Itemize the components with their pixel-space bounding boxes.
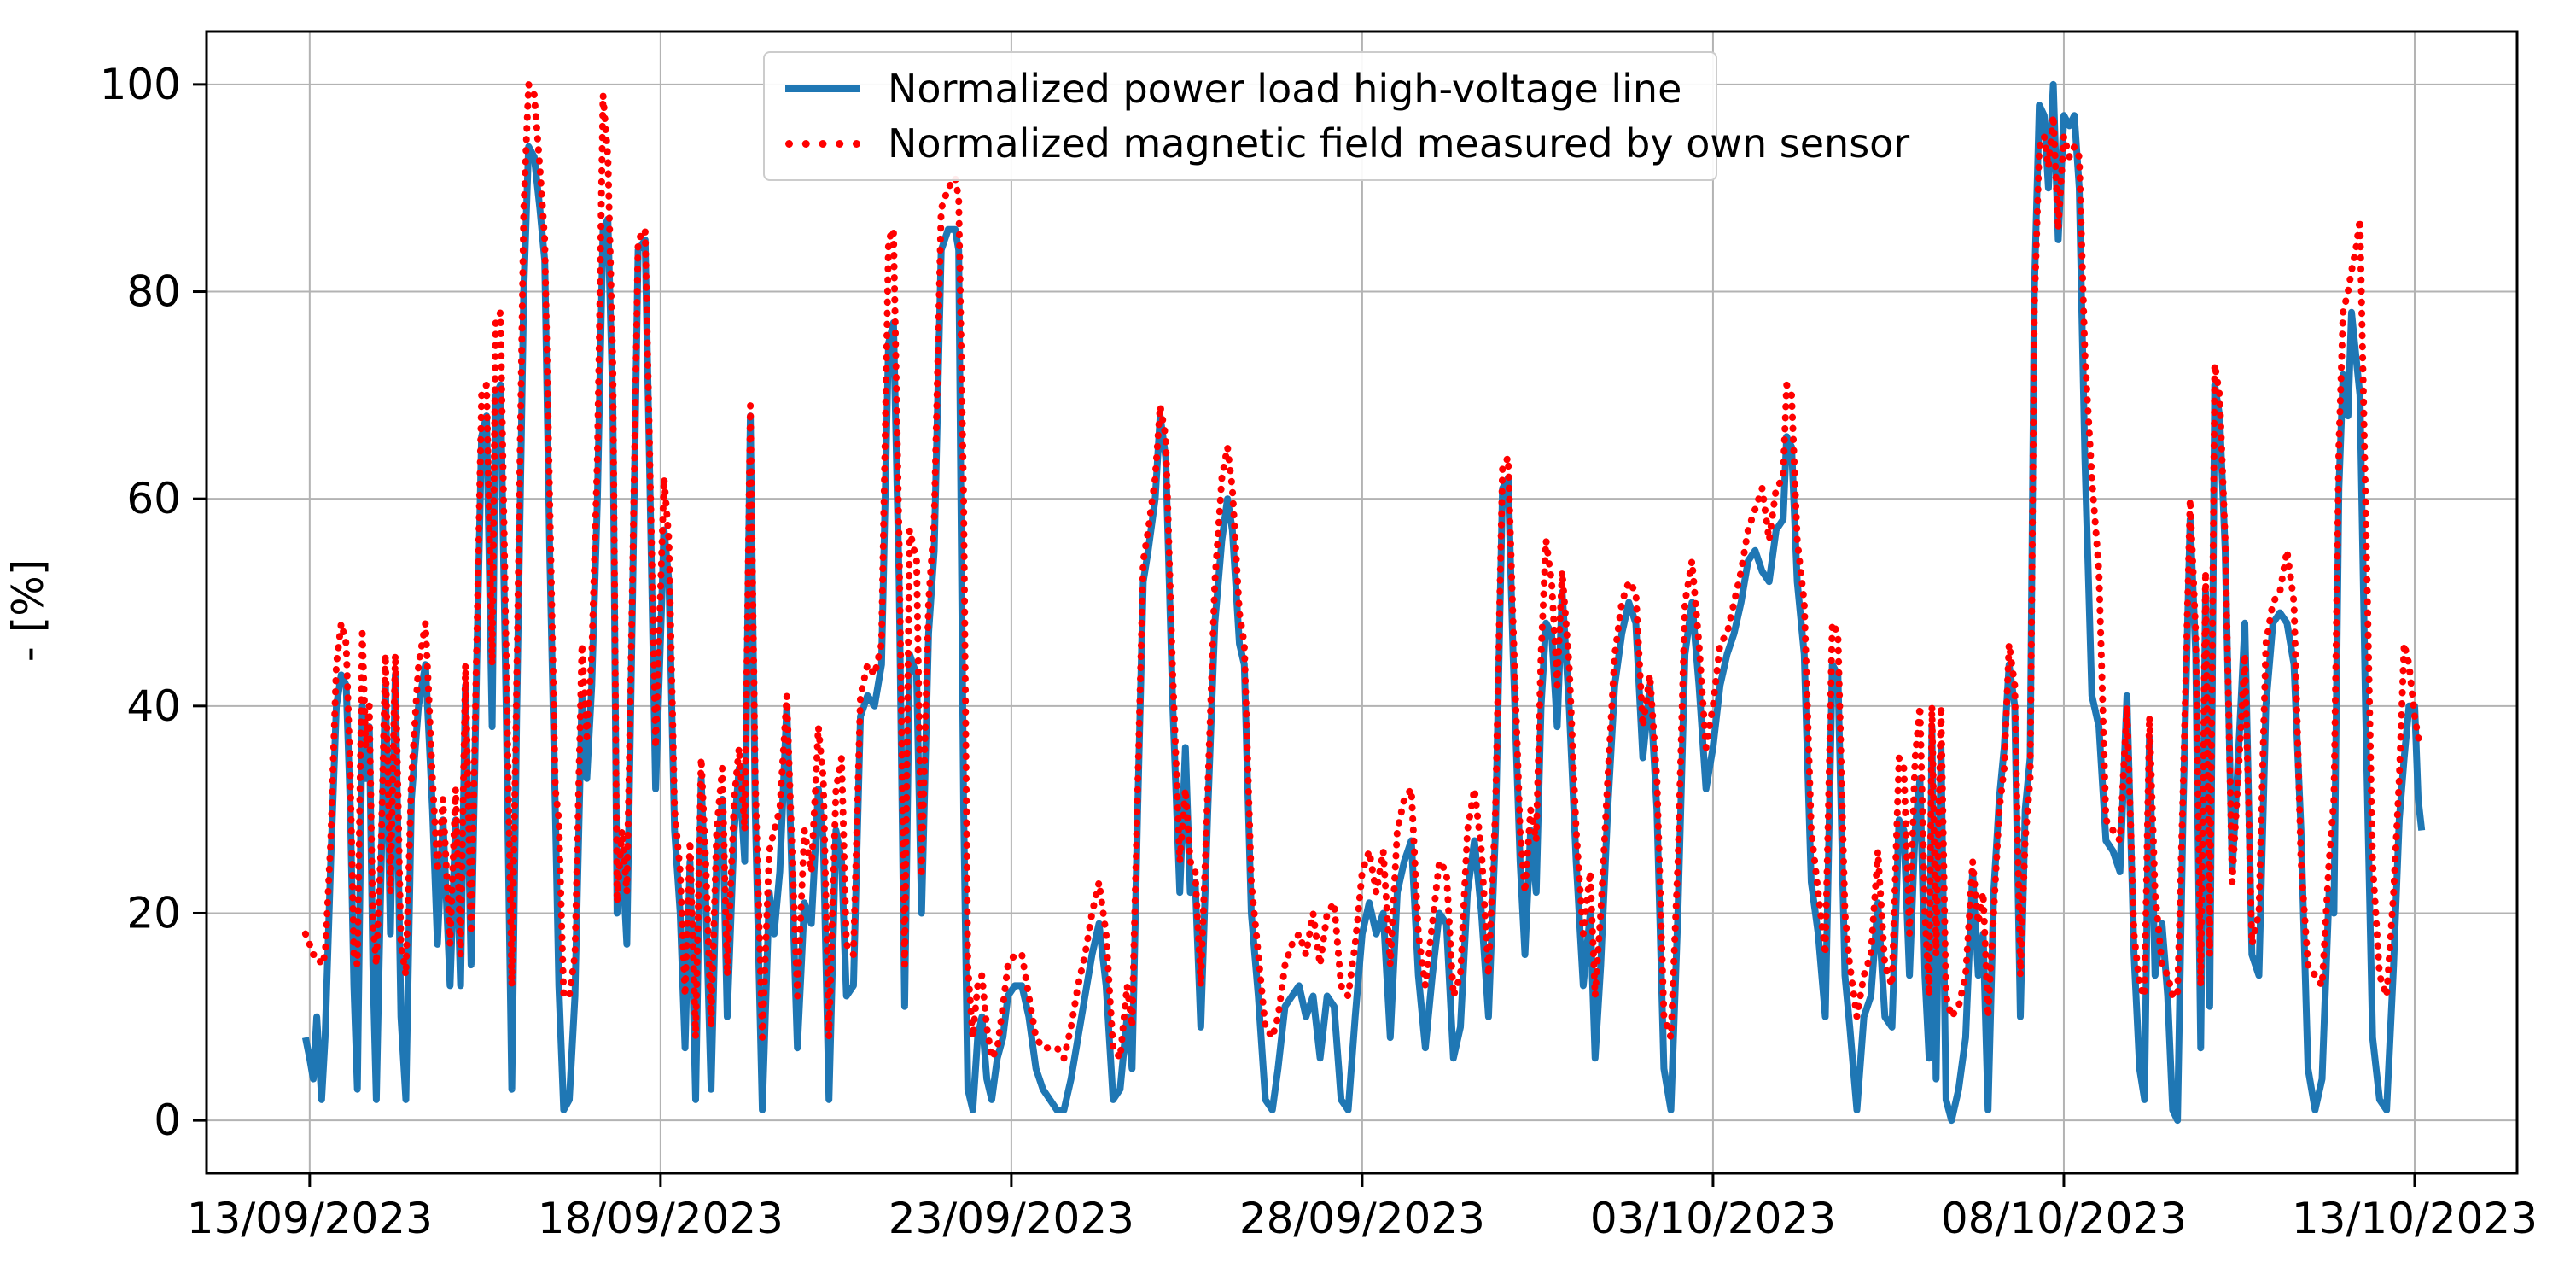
legend-label-magnetic-field: Normalized magnetic field measured by ow…	[888, 120, 1910, 167]
legend-label-power-load: Normalized power load high-voltage line	[888, 66, 1682, 112]
x-tick-label: 03/10/2023	[1590, 1194, 1836, 1243]
y-tick-label: 0	[154, 1096, 181, 1145]
x-tick-label: 13/10/2023	[2292, 1194, 2538, 1243]
dotted-line-swatch-icon	[785, 139, 860, 148]
x-tick-label: 28/09/2023	[1239, 1194, 1485, 1243]
y-tick-label: 100	[100, 60, 181, 109]
solid-line-swatch-icon	[785, 85, 860, 92]
x-tick-label: 13/09/2023	[187, 1194, 433, 1243]
legend: Normalized power load high-voltage line …	[763, 51, 1909, 181]
y-tick-label: 60	[126, 474, 181, 523]
y-axis-label: - [%]	[3, 558, 53, 663]
magnetic-field-line	[301, 80, 2426, 1062]
y-tick-label: 40	[126, 681, 181, 731]
x-tick-label: 18/09/2023	[538, 1194, 784, 1243]
x-tick-label: 08/10/2023	[1941, 1194, 2187, 1243]
legend-entry-magnetic-field: Normalized magnetic field measured by ow…	[785, 117, 1909, 170]
power-load-line	[301, 80, 2426, 1125]
x-tick-label: 23/09/2023	[889, 1194, 1134, 1243]
y-tick-label: 80	[126, 267, 181, 317]
y-tick-label: 20	[126, 888, 181, 938]
legend-entry-power-load: Normalized power load high-voltage line	[785, 62, 1699, 115]
